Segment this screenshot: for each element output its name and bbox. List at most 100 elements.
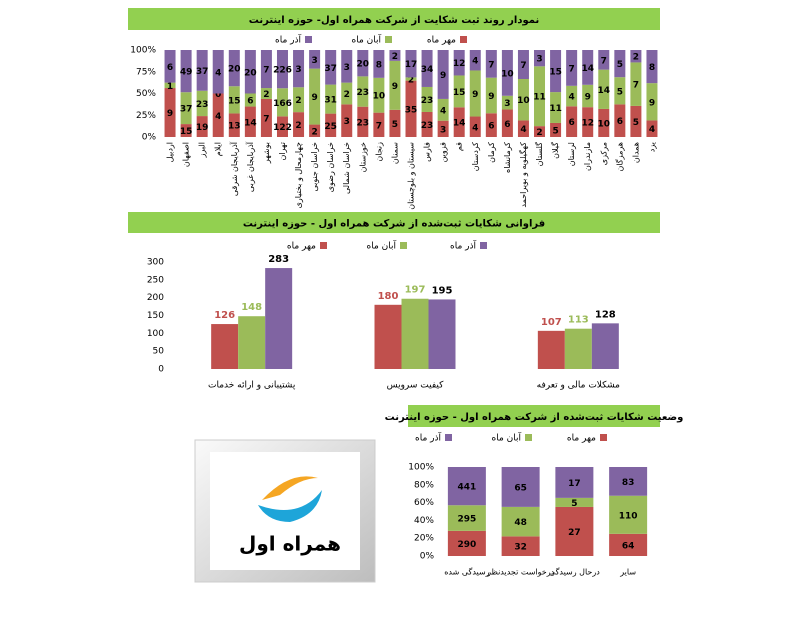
x-tick-label: سمنان [390,142,399,164]
data-label: 6 [167,63,173,73]
bar-segment [421,86,433,112]
logo-text: همراه اول [239,532,341,556]
bar-segment [534,126,546,137]
x-tick-label: درحال رسیدگی [549,567,600,577]
data-label: 2 [311,127,317,137]
bar-segment [357,76,369,107]
bar-segment [453,50,465,76]
x-tick-label: خوزستان [358,142,367,172]
bar-segment [228,86,240,114]
data-label: 4 [215,68,221,78]
bar-segment [582,84,594,108]
bar-segment [555,467,594,498]
data-label: 23 [357,88,370,98]
chart-title: وضعیت شکایات ثبت‌شده از شرکت همراه اول -… [385,412,684,423]
title-bar [128,212,660,233]
legend-swatch [400,242,407,249]
data-label: 15 [228,96,241,106]
data-label: 197 [405,285,426,296]
bar-segment [598,69,610,109]
data-label: 8 [649,63,655,73]
data-label: 7 [569,64,575,74]
data-label: 6 [569,118,575,128]
x-tick-label: خراسان جنوبی [310,142,319,192]
data-label: 64 [622,541,635,551]
bar-segment [325,50,337,85]
data-label: 7 [520,61,526,71]
data-label: 7 [633,81,639,91]
bar-segment [550,122,562,137]
bar [374,304,402,369]
x-tick-label: آذربایجان غربی [245,141,255,192]
data-label: 25 [324,122,337,132]
bar-segment [421,111,433,137]
data-label: 9 [472,90,478,100]
data-label: 0 [215,90,221,100]
data-label: 7 [263,114,269,124]
data-label: 290 [457,540,476,550]
y-tick-label: 25% [136,111,156,121]
bar-segment [164,88,176,137]
data-label: 23 [421,96,434,106]
bar-segment [180,92,192,125]
bar-segment [609,495,648,534]
bar-segment [555,506,594,556]
x-tick-label: البرز [198,142,207,158]
data-label: 7 [376,121,382,131]
data-label: 11 [533,93,546,103]
bar-segment [453,107,465,137]
x-tick-label: مرکزی [599,142,608,165]
bar-segment [447,530,486,556]
x-tick-label: قم [455,142,464,151]
bar-segment [630,62,642,106]
bar-segment [453,75,465,108]
chart: نمودار روند ثبت شکایت از شرکت همراه اول-… [128,8,660,210]
bar-segment [180,124,192,137]
bar-segment [260,98,272,137]
data-label: 9 [488,92,494,102]
data-label: 3 [295,65,301,75]
bar-segment [501,506,540,537]
bar-segment [630,105,642,137]
x-tick-label: اصفهان [182,142,191,167]
bar-segment [609,533,648,556]
data-label: 23 [196,100,209,110]
x-tick-label: کیفیت سرویس [387,381,445,391]
data-label: 148 [241,302,262,313]
data-label: 126 [214,310,235,321]
data-label: 2 [536,128,542,138]
bar-segment [212,93,224,137]
bar-segment [534,50,546,67]
y-tick-label: 250 [147,275,164,285]
data-label: 6 [504,120,510,130]
data-label: 37 [196,67,209,77]
bar-segment [325,113,337,137]
data-label: 3 [504,99,510,109]
data-label: 14 [581,64,594,74]
x-tick-label: چهارمحال و بختیاری [294,142,303,208]
bar-segment [341,82,353,105]
legend-swatch [480,242,487,249]
bar-segment [534,66,546,127]
bar-segment [582,107,594,137]
bar-segment [389,60,401,110]
legend-label: مهر ماه [287,242,316,252]
data-label: 6 [247,97,253,107]
data-label: 20 [228,65,241,75]
x-tick-label: لرستان [567,142,576,166]
bar-segment [228,113,240,137]
bar [428,299,456,369]
bar-segment [485,50,497,78]
title-bar [408,405,660,427]
y-tick-label: 100% [408,463,434,473]
bar-segment [212,50,224,94]
chart-title: نمودار روند ثبت شکایت از شرکت همراه اول-… [249,15,539,26]
bar-segment [341,50,353,83]
bar [591,323,619,369]
data-label: 295 [457,515,476,525]
data-label: 7 [263,66,269,76]
data-label: 4 [440,106,446,116]
data-label: 27 [568,528,581,538]
y-tick-label: 0 [158,365,164,375]
bar [564,328,592,369]
